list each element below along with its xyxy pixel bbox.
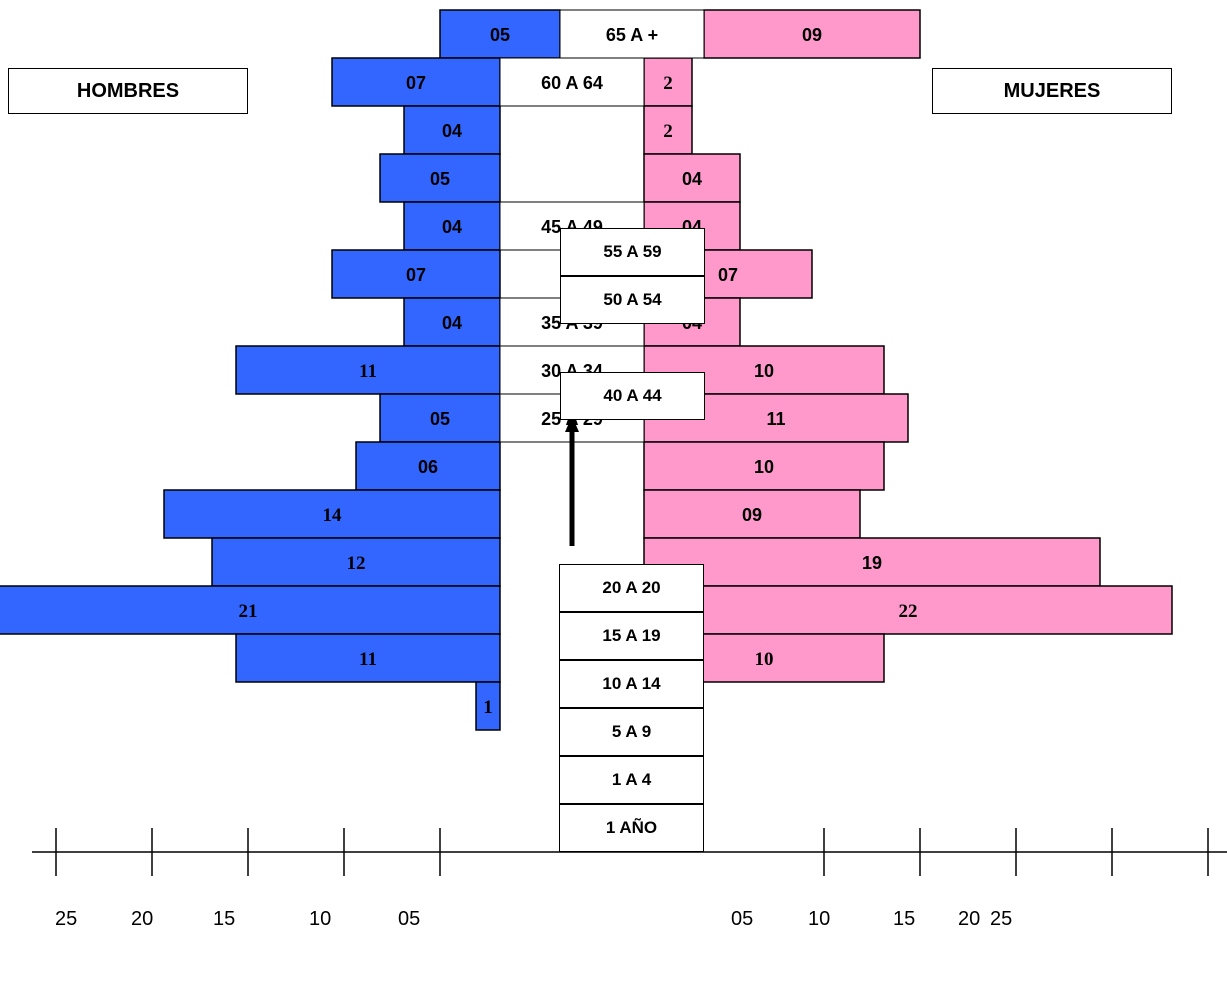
bar-label-mujeres-12: 22 xyxy=(899,601,918,622)
bar-hombres-3 xyxy=(379,153,501,203)
x-tick-left-25: 25 xyxy=(55,908,78,930)
bar-label-hombres-2: 04 xyxy=(442,121,462,141)
bar-label-mujeres-7: 10 xyxy=(754,361,774,381)
bar-label-hombres-10: 14 xyxy=(323,505,343,526)
age-label-10-14: 10 A 14 xyxy=(559,660,704,708)
x-tick-left-20: 20 xyxy=(131,908,154,930)
bar-label-hombres-5: 07 xyxy=(406,265,426,285)
bar-label-hombres-0: 05 xyxy=(490,25,510,45)
bar-hombres-13 xyxy=(235,633,501,683)
bar-label-hombres-13: 11 xyxy=(359,649,377,670)
bar-label-hombres-14: 1 xyxy=(483,697,493,718)
bar-label-hombres-1: 07 xyxy=(406,73,426,93)
legend-mujeres: MUJERES xyxy=(932,68,1172,114)
x-tick-right-15: 15 xyxy=(893,908,916,930)
bar-hombres-14 xyxy=(475,681,501,731)
bar-hombres-2 xyxy=(403,105,501,155)
bar-hombres-8 xyxy=(379,393,501,443)
age-label-20-20: 20 A 20 xyxy=(559,564,704,612)
x-tick-right-10: 10 xyxy=(808,908,831,930)
bar-mujeres-12 xyxy=(643,585,1173,635)
bar-hombres-5 xyxy=(331,249,501,299)
bar-label-hombres-8: 05 xyxy=(430,409,450,429)
bar-mujeres-3 xyxy=(643,153,741,203)
age-label-50-54: 50 A 54 xyxy=(560,276,705,324)
age-label-row-1: 60 A 64 xyxy=(541,73,603,93)
bar-label-hombres-4: 04 xyxy=(442,217,462,237)
bar-label-mujeres-5: 07 xyxy=(718,265,738,285)
bar-hombres-6 xyxy=(403,297,501,347)
bar-label-mujeres-8: 11 xyxy=(766,409,785,429)
bar-mujeres-0 xyxy=(703,9,921,59)
legend-hombres: HOMBRES xyxy=(8,68,248,114)
age-label-1-ano: 1 AÑO xyxy=(559,804,704,852)
bar-label-hombres-9: 06 xyxy=(418,457,438,477)
x-tick-left-05: 05 xyxy=(398,908,421,930)
bar-hombres-4 xyxy=(403,201,501,251)
bar-hombres-10 xyxy=(163,489,501,539)
bar-label-mujeres-2: 2 xyxy=(663,121,673,142)
bar-label-hombres-6: 04 xyxy=(442,313,462,333)
bar-label-mujeres-0: 09 xyxy=(802,25,822,45)
bar-label-hombres-3: 05 xyxy=(430,169,450,189)
x-tick-right-25: 25 xyxy=(990,908,1013,930)
x-tick-left-10: 10 xyxy=(309,908,332,930)
x-tick-right-20: 20 xyxy=(958,908,981,930)
age-label-1-4: 1 A 4 xyxy=(559,756,704,804)
age-cell-0 xyxy=(559,9,705,59)
bar-label-hombres-7: 11 xyxy=(359,361,377,382)
bar-mujeres-2 xyxy=(643,105,693,155)
bar-hombres-11 xyxy=(211,537,501,587)
bar-label-hombres-11: 12 xyxy=(347,553,366,574)
age-cell-1 xyxy=(499,57,645,107)
x-tick-right-05: 05 xyxy=(731,908,754,930)
bar-mujeres-10 xyxy=(643,489,861,539)
bar-hombres-7 xyxy=(235,345,501,395)
bar-label-mujeres-3: 04 xyxy=(682,169,702,189)
bar-label-mujeres-11: 19 xyxy=(862,553,882,573)
bar-label-mujeres-10: 09 xyxy=(742,505,762,525)
x-tick-left-15: 15 xyxy=(213,908,236,930)
bar-mujeres-9 xyxy=(643,441,885,491)
bar-hombres-1 xyxy=(331,57,501,107)
bar-mujeres-11 xyxy=(643,537,1101,587)
bar-label-mujeres-1: 2 xyxy=(663,73,673,94)
age-label-15-19: 15 A 19 xyxy=(559,612,704,660)
bar-hombres-0 xyxy=(439,9,561,59)
bar-label-hombres-12: 21 xyxy=(239,601,258,622)
bar-label-mujeres-13: 10 xyxy=(755,649,774,670)
bar-label-mujeres-9: 10 xyxy=(754,457,774,477)
age-label-55-59: 55 A 59 xyxy=(560,228,705,276)
arrow-head xyxy=(565,416,579,432)
age-label-40-44: 40 A 44 xyxy=(560,372,705,420)
age-label-5-9: 5 A 9 xyxy=(559,708,704,756)
age-label-row-0: 65 A + xyxy=(606,25,658,45)
